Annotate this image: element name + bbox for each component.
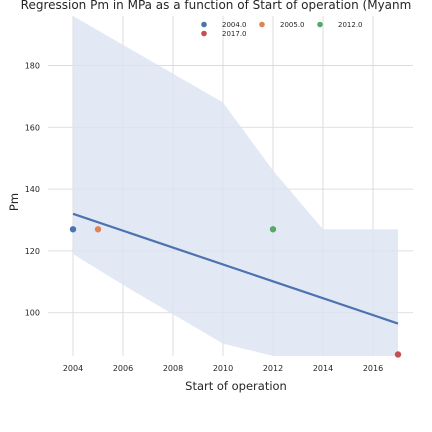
legend-marker — [201, 21, 207, 28]
y-tick-label: 160 — [25, 123, 40, 132]
x-tick-label: 2012 — [263, 364, 283, 373]
x-tick-label: 2016 — [363, 364, 383, 373]
data-points — [69, 226, 402, 358]
y-tick-label: 140 — [25, 185, 40, 194]
x-tick-label: 2014 — [313, 364, 333, 373]
regression-line — [72, 212, 399, 325]
x-tick-label: 2006 — [113, 364, 133, 373]
y-tick-label: 120 — [25, 247, 40, 256]
legend-label: 2004.0 — [222, 21, 247, 29]
x-tick-labels: 2004 2006 2008 2010 2012 2014 2016 — [63, 364, 383, 373]
confidence-band — [73, 16, 398, 356]
data-point — [269, 226, 277, 233]
x-tick-label: 2008 — [163, 364, 183, 373]
data-point — [69, 226, 77, 233]
data-point — [394, 351, 402, 358]
data-point — [94, 226, 102, 233]
y-axis-label: Pm — [7, 193, 21, 211]
x-tick-label: 2010 — [213, 364, 233, 373]
y-tick-label: 180 — [25, 61, 40, 70]
y-tick-labels: 100 120 140 160 180 — [25, 61, 40, 317]
legend: 2004.0 2005.0 2012.0 2017.0 — [201, 21, 363, 38]
legend-label: 2012.0 — [338, 21, 363, 29]
x-axis-label: Start of operation — [185, 379, 287, 393]
legend-label: 2005.0 — [280, 21, 305, 29]
y-tick-label: 100 — [25, 309, 40, 318]
legend-marker — [259, 21, 265, 28]
legend-label: 2017.0 — [222, 30, 247, 38]
x-tick-label: 2004 — [63, 364, 83, 373]
chart-title: Regression Pm in MPa as a function of St… — [21, 0, 412, 12]
legend-marker — [201, 30, 207, 37]
legend-marker — [317, 21, 323, 28]
